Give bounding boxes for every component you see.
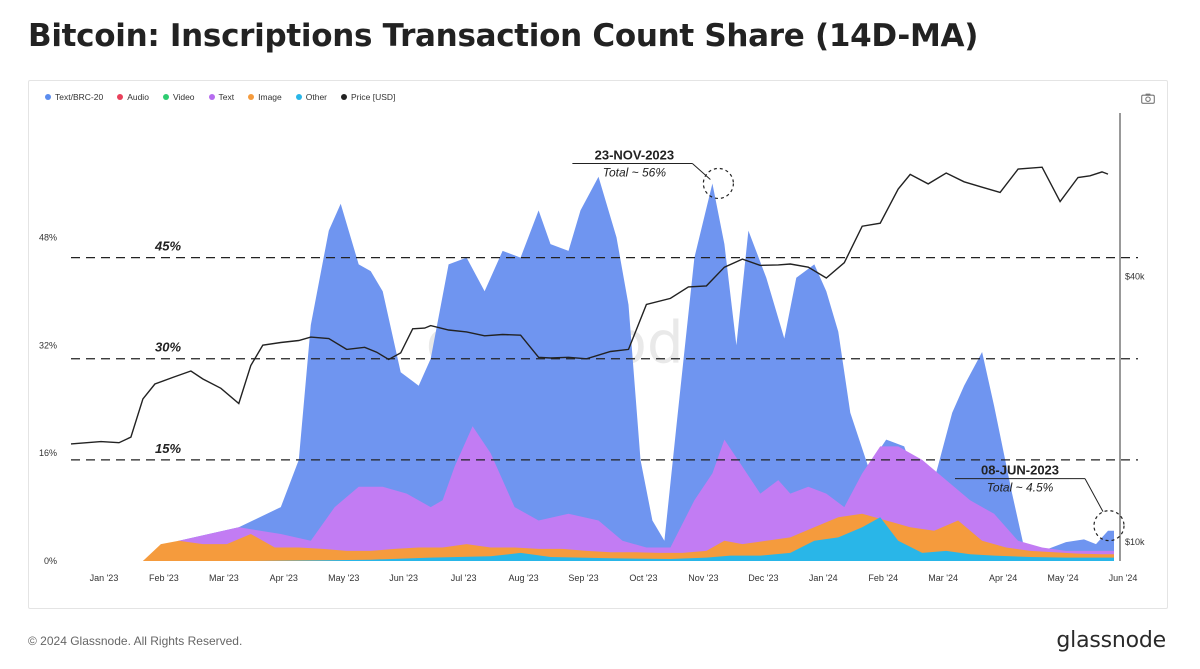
y-tick-label: 48% — [39, 232, 57, 242]
x-tick-label: Jul '23 — [451, 573, 477, 583]
x-tick-label: Feb '24 — [868, 573, 898, 583]
glassnode-logo: glassnode — [1056, 628, 1166, 653]
legend-swatch — [162, 94, 169, 100]
x-tick-label: Feb '23 — [149, 573, 179, 583]
legend-item[interactable]: Other — [295, 92, 328, 102]
footer-copyright: © 2024 Glassnode. All Rights Reserved. — [28, 634, 243, 648]
series-area — [71, 517, 1114, 561]
series-area — [71, 176, 1114, 561]
y-tick-label: 16% — [39, 448, 57, 458]
reference-line-label: 15% — [155, 441, 181, 456]
price-line — [70, 166, 1109, 445]
x-tick-label: Dec '23 — [748, 573, 778, 583]
annotation-text: Total ~ 56% — [603, 165, 667, 179]
legend-label: Audio — [127, 92, 149, 102]
y-tick-label: 0% — [44, 556, 57, 566]
x-tick-label: Sep '23 — [568, 573, 598, 583]
legend-label: Other — [305, 92, 328, 102]
legend-item[interactable]: Text — [208, 92, 235, 102]
legend-item[interactable]: Video — [162, 92, 195, 102]
annotation-line — [1084, 478, 1104, 512]
x-tick-label: Jun '23 — [389, 573, 418, 583]
legend-label: Video — [172, 92, 195, 102]
annotation-date: 23-NOV-2023 — [595, 147, 675, 162]
annotation-text: Total ~ 4.5% — [987, 481, 1054, 495]
x-tick-label: Mar '24 — [928, 573, 958, 583]
legend-label: Image — [258, 92, 282, 102]
x-tick-label: Jan '23 — [90, 573, 119, 583]
chart-plot: glassnode0%16%32%48%45%30%15%$40k$10kJan… — [39, 113, 1145, 583]
x-tick-label: Apr '24 — [989, 573, 1017, 583]
x-tick-label: Aug '23 — [508, 573, 538, 583]
camera-icon[interactable] — [1141, 93, 1155, 104]
y-right-tick-label: $40k — [1125, 272, 1145, 282]
legend-swatch — [117, 94, 124, 100]
x-tick-label: May '23 — [328, 573, 359, 583]
legend-swatch — [208, 94, 215, 100]
annotation-line — [692, 163, 711, 180]
page-title: Bitcoin: Inscriptions Transaction Count … — [28, 18, 979, 54]
chart-panel: Text/BRC-20 Audio Video Text Image Other Price… — [28, 80, 1168, 609]
x-tick-label: Nov '23 — [688, 573, 718, 583]
x-tick-label: Jun '24 — [1109, 573, 1138, 583]
legend-swatch — [341, 94, 348, 100]
legend-swatch — [248, 94, 255, 100]
x-tick-label: Jan '24 — [809, 573, 838, 583]
x-tick-label: Mar '23 — [209, 573, 239, 583]
reference-line-label: 45% — [154, 239, 181, 254]
y-tick-label: 32% — [39, 340, 57, 350]
chart-legend: Text/BRC-20 Audio Video Text Image Other Price… — [45, 92, 409, 102]
annotation-date: 08-JUN-2023 — [981, 463, 1059, 478]
legend-label: Price [USD] — [351, 92, 396, 102]
annotation-circle — [702, 167, 734, 200]
legend-label: Text/BRC-20 — [55, 92, 104, 102]
x-tick-label: May '24 — [1047, 573, 1078, 583]
legend-item[interactable]: Image — [248, 92, 282, 102]
x-tick-label: Apr '23 — [270, 573, 298, 583]
reference-line-label: 30% — [155, 340, 181, 355]
x-tick-label: Oct '23 — [629, 573, 657, 583]
legend-label: Text — [218, 92, 235, 102]
legend-swatch — [295, 94, 302, 100]
legend-item[interactable]: Text/BRC-20 — [45, 92, 103, 102]
legend-item[interactable]: Audio — [117, 92, 149, 102]
legend-item[interactable]: Price [USD] — [341, 92, 395, 102]
legend-swatch — [45, 94, 51, 100]
y-right-tick-label: $10k — [1125, 537, 1145, 547]
